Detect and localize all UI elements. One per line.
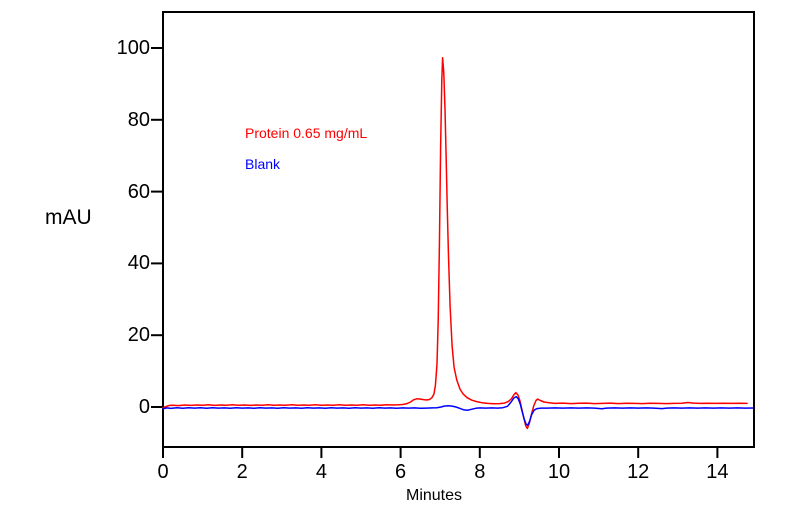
x-tick-label: 12: [627, 461, 650, 483]
trace-blank: [162, 395, 754, 427]
y-tick-label: 60: [127, 180, 150, 203]
y-tick-label: 40: [127, 252, 150, 275]
y-tick-label: 0: [138, 396, 150, 418]
x-tick-label: 8: [474, 461, 486, 483]
x-tick-label: 14: [706, 461, 729, 483]
x-axis-title: Minutes: [405, 487, 463, 504]
x-tick-label: 4: [315, 461, 327, 483]
y-tick-label: 20: [127, 324, 150, 347]
trace-protein: [162, 56, 748, 430]
series-lines: [162, 56, 754, 430]
plot-frame: [162, 11, 755, 448]
legend-blank-label: Blank: [245, 156, 281, 172]
x-axis-ticks: [162, 448, 719, 458]
legend-protein-label: Protein 0.65 mg/mL: [245, 125, 368, 141]
y-tick-label: 100: [116, 37, 150, 59]
y-axis-title: mAU: [45, 206, 92, 229]
x-tick-label: 0: [157, 461, 169, 483]
x-tick-label: 10: [547, 461, 571, 483]
x-tick-label: 2: [236, 461, 248, 483]
x-tick-label: 6: [395, 461, 407, 483]
y-axis-ticks: [151, 47, 162, 408]
y-tick-label: 80: [127, 108, 150, 131]
